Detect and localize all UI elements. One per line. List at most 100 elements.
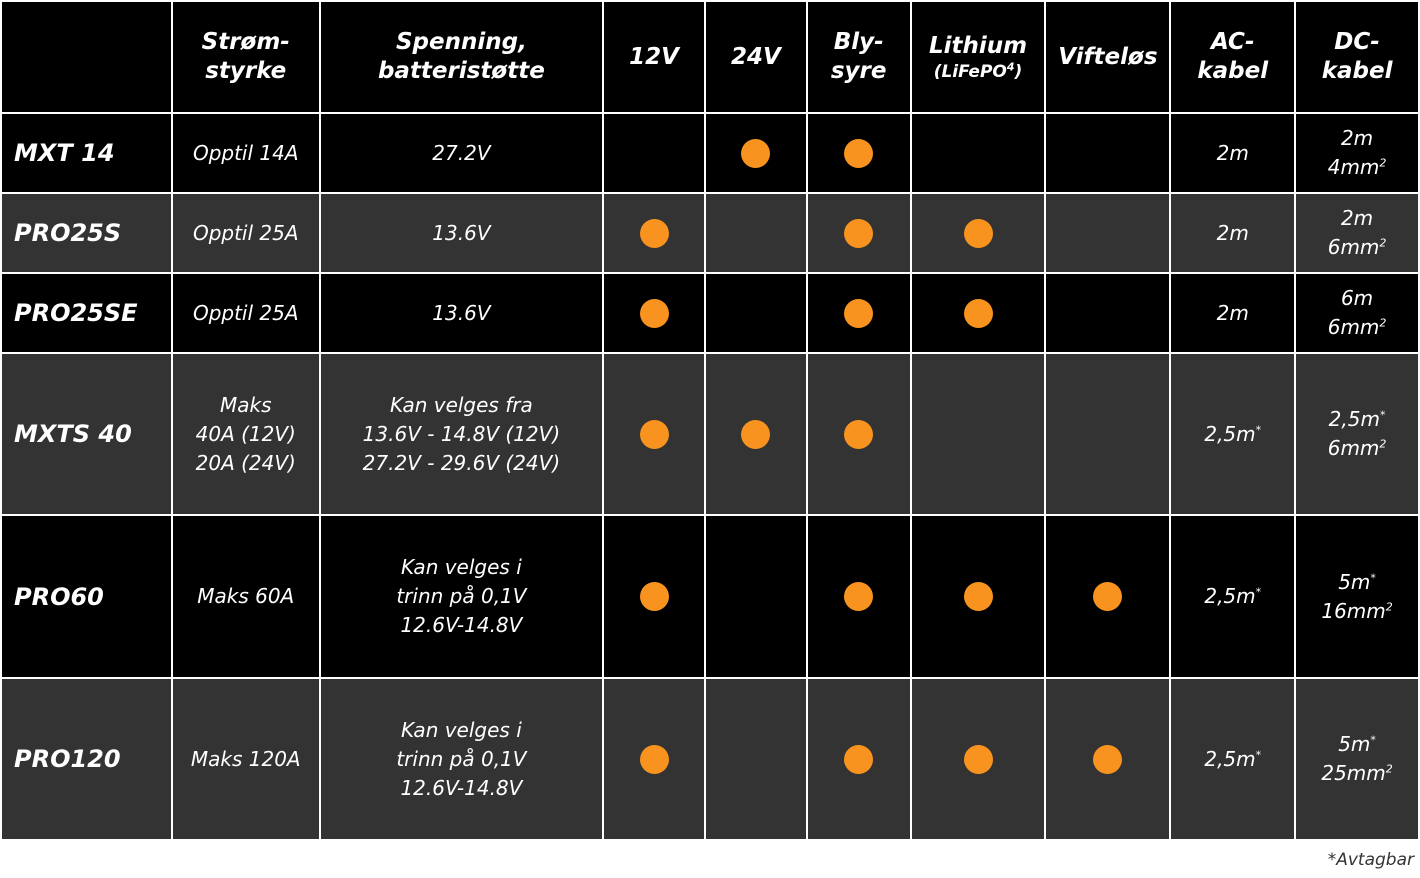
voltage-cell: 27.2V [318, 112, 605, 194]
current-cell: Maks 120A [170, 677, 321, 841]
v24-cell [703, 192, 808, 274]
header-label: kabel [1197, 58, 1269, 84]
current-text: Opptil 25A [192, 220, 299, 245]
v12-cell [602, 514, 706, 679]
voltage-text: Kan velges i [401, 717, 522, 742]
dc-cable-area-line: 4mm2 [1296, 153, 1418, 182]
current-cell: Opptil 25A [170, 192, 321, 274]
header-label: DC- [1334, 29, 1380, 55]
header-voltage: Spenning, batteristøtte [318, 0, 605, 114]
v12-cell [602, 112, 706, 194]
voltage-text: trinn på 0,1V [396, 746, 527, 771]
supported-dot-icon [844, 298, 874, 328]
model-name: PRO120 [0, 677, 173, 841]
v12-cell [602, 677, 706, 841]
supported-dot-icon [844, 218, 874, 248]
voltage-text: 12.6V-14.8V [400, 775, 523, 800]
voltage-cell: Kan velges i trinn på 0,1V 12.6V-14.8V [318, 677, 605, 841]
ac-cable-cell: 2,5m* [1169, 677, 1297, 841]
current-text: Opptil 25A [192, 300, 299, 325]
header-label: Lithium [928, 32, 1028, 59]
voltage-cell: 13.6V [318, 192, 605, 274]
header-fanless: Vifteløs [1044, 0, 1172, 114]
supported-dot-icon [844, 744, 874, 774]
dc-cable-area: 6mm [1327, 315, 1380, 339]
dc-cable-area-line: 6mm2 [1296, 233, 1418, 262]
dc-cable-area-sup: 2 [1379, 236, 1387, 250]
supported-dot-icon [963, 298, 993, 328]
dc-cable-area-sup: 2 [1379, 437, 1387, 451]
ac-cable-note: * [1255, 747, 1262, 761]
dc-cable-area-line: 6mm2 [1296, 313, 1418, 342]
header-row: Strøm-styrke Spenning, batteristøtte 12V 24V… [0, 0, 1420, 114]
dc-cable-area: 4mm [1327, 155, 1380, 179]
lithium-cell [909, 352, 1047, 516]
header-label: AC- [1210, 29, 1255, 55]
v24-cell [703, 272, 808, 354]
lithium-cell [909, 272, 1047, 354]
table-body: MXT 14 Opptil 14A 27.2V 2m 2m 4mm2 PRO25S Oppti… [0, 112, 1420, 841]
header-lead: Bly-syre [805, 0, 912, 114]
voltage-text: 12.6V-14.8V [400, 613, 523, 637]
sublabel-text: (LiFePO [933, 61, 1007, 82]
voltage-text: 27.2V [432, 140, 491, 165]
ac-cable-cell: 2m [1169, 272, 1297, 354]
ac-cable-cell: 2,5m* [1169, 514, 1297, 679]
model-name: MXT 14 [0, 112, 173, 194]
table-row: PRO120 Maks 120A Kan velges i trinn på 0,1V… [0, 677, 1420, 841]
lithium-cell [909, 192, 1047, 274]
dc-cable-cell: 6m 6mm2 [1294, 272, 1420, 354]
ac-cable-length: 2,5m [1204, 421, 1256, 446]
ac-cable-note: * [1255, 585, 1262, 599]
v24-cell [703, 352, 808, 516]
dc-cable-note: * [1379, 408, 1386, 422]
header-label: Bly- [833, 29, 884, 55]
dc-cable-length-line: 2m [1296, 124, 1418, 153]
voltage-text: trinn på 0,1V [396, 584, 527, 608]
supported-dot-icon [844, 419, 874, 449]
lead-cell [805, 677, 912, 841]
header-v24: 24V [703, 0, 808, 114]
dc-cable-area-sup: 2 [1379, 316, 1387, 330]
ac-cable-cell: 2m [1169, 192, 1297, 274]
header-dc: DC-kabel [1294, 0, 1420, 114]
supported-dot-icon [639, 582, 669, 611]
v12-cell [602, 272, 706, 354]
voltage-text: Kan velges fra [390, 392, 533, 417]
dc-cable-area-sup: 2 [1385, 762, 1393, 776]
v24-cell [703, 112, 808, 194]
dc-cable-cell: 2m 6mm2 [1294, 192, 1420, 274]
supported-dot-icon [639, 744, 669, 774]
voltage-text: 13.6V [432, 300, 491, 325]
fanless-cell [1044, 192, 1172, 274]
current-cell: Maks 40A (12V) 20A (24V) [170, 352, 321, 516]
header-ac: AC-kabel [1169, 0, 1297, 114]
dc-cable-length: 5m [1338, 569, 1371, 594]
current-cell: Opptil 14A [170, 112, 321, 194]
v24-cell [703, 677, 808, 841]
fanless-cell [1044, 677, 1172, 841]
supported-dot-icon [639, 298, 669, 328]
dc-cable-length: 2,5m [1328, 407, 1380, 431]
header-label: Vifteløs [1058, 43, 1158, 70]
model-name: MXTS 40 [0, 352, 173, 516]
table-row: MXT 14 Opptil 14A 27.2V 2m 2m 4mm2 [0, 112, 1420, 194]
ac-cable-length: 2m [1216, 140, 1249, 165]
dc-cable-area-sup: 2 [1379, 156, 1387, 170]
dc-cable-length-line: 5m* [1296, 568, 1418, 597]
lead-cell [805, 112, 912, 194]
header-v12: 12V [602, 0, 706, 114]
voltage-text: 13.6V [432, 220, 491, 245]
supported-dot-icon [639, 419, 669, 449]
current-text: 20A (24V) [195, 450, 296, 475]
voltage-text: 13.6V - 14.8V (12V) [362, 421, 561, 446]
charger-spec-table: Strøm-styrke Spenning, batteristøtte 12V 24V… [0, 0, 1420, 841]
dc-cable-cell: 2m 4mm2 [1294, 112, 1420, 194]
supported-dot-icon [1093, 744, 1123, 774]
current-text: Maks 60A [197, 584, 295, 608]
header-current: Strøm-styrke [170, 0, 321, 114]
lead-cell [805, 272, 912, 354]
ac-cable-length: 2,5m [1204, 584, 1256, 608]
header-label: batteristøtte [377, 58, 545, 84]
fanless-cell [1044, 352, 1172, 516]
